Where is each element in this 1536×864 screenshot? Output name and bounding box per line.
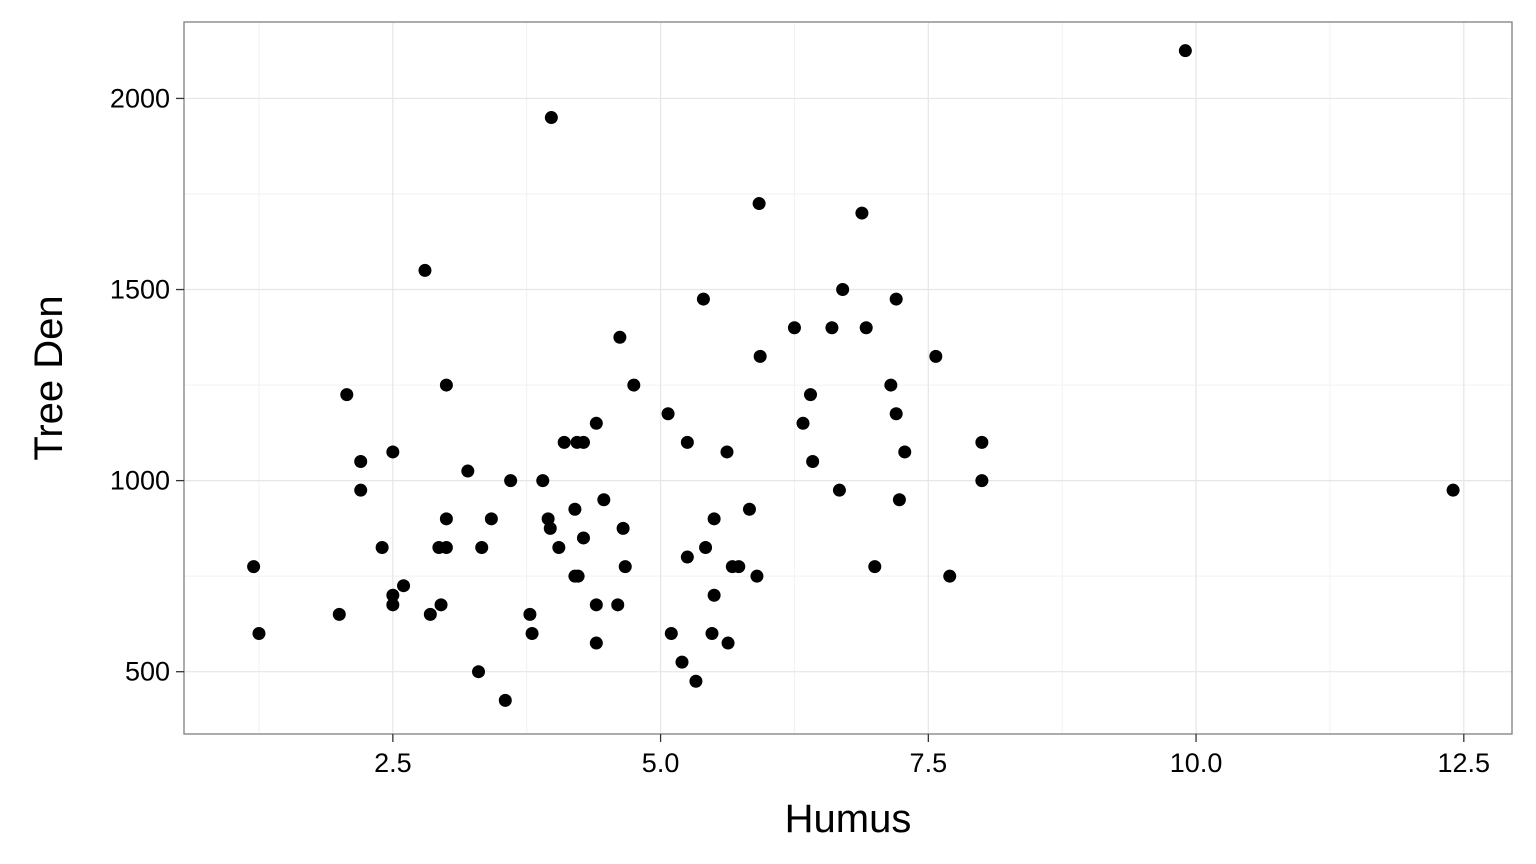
- data-point: [525, 626, 539, 640]
- data-point: [576, 435, 590, 449]
- data-point: [832, 483, 846, 497]
- data-point: [889, 292, 903, 306]
- y-tick-label: 2000: [110, 83, 170, 113]
- data-point: [354, 455, 368, 469]
- plot-panel-border: [183, 21, 1513, 735]
- data-point: [386, 588, 400, 602]
- data-point: [675, 655, 689, 669]
- data-point: [859, 321, 873, 335]
- data-point: [753, 349, 767, 363]
- y-tick-label: 1000: [110, 466, 170, 496]
- data-point: [504, 474, 518, 488]
- data-point: [1178, 44, 1192, 58]
- data-point: [705, 626, 719, 640]
- data-point: [721, 636, 735, 650]
- data-point: [836, 283, 850, 297]
- data-point: [975, 435, 989, 449]
- data-point: [975, 474, 989, 488]
- data-point: [750, 569, 764, 583]
- data-point: [332, 607, 346, 621]
- data-point: [611, 598, 625, 612]
- data-point: [898, 445, 912, 459]
- data-point: [752, 197, 766, 211]
- data-point: [397, 579, 411, 593]
- data-point: [552, 540, 566, 554]
- x-tick-label: 2.5: [374, 748, 412, 778]
- data-point: [484, 512, 498, 526]
- data-point: [943, 569, 957, 583]
- data-point: [589, 416, 603, 430]
- data-point: [354, 483, 368, 497]
- data-point: [613, 330, 627, 344]
- data-point: [461, 464, 475, 478]
- data-point: [439, 378, 453, 392]
- data-point: [536, 474, 550, 488]
- data-point: [825, 321, 839, 335]
- data-point: [597, 493, 611, 507]
- data-point: [707, 512, 721, 526]
- data-point: [544, 111, 558, 125]
- data-point: [386, 445, 400, 459]
- data-point: [475, 540, 489, 554]
- data-point: [884, 378, 898, 392]
- data-point: [434, 598, 448, 612]
- data-point: [589, 598, 603, 612]
- data-point: [742, 502, 756, 516]
- data-point: [472, 665, 486, 679]
- data-point: [707, 588, 721, 602]
- data-point: [576, 531, 590, 545]
- data-point: [340, 388, 354, 402]
- data-point: [498, 693, 512, 707]
- data-point: [868, 560, 882, 574]
- data-point: [732, 560, 746, 574]
- data-point: [661, 407, 675, 421]
- data-point: [892, 493, 906, 507]
- data-point: [796, 416, 810, 430]
- data-point: [855, 206, 869, 220]
- data-point: [889, 407, 903, 421]
- data-point: [806, 455, 820, 469]
- x-tick-label: 5.0: [642, 748, 680, 778]
- data-point: [252, 626, 266, 640]
- data-point: [699, 540, 713, 554]
- data-point: [616, 521, 630, 535]
- data-point: [589, 636, 603, 650]
- data-point: [680, 435, 694, 449]
- data-point: [568, 502, 582, 516]
- data-point: [386, 598, 400, 612]
- data-point: [247, 560, 261, 574]
- data-point: [423, 607, 437, 621]
- data-point: [418, 263, 432, 277]
- data-point: [627, 378, 641, 392]
- data-point: [664, 626, 678, 640]
- data-point: [557, 435, 571, 449]
- data-point: [804, 388, 818, 402]
- data-point: [523, 607, 537, 621]
- data-point: [439, 540, 453, 554]
- x-tick-label: 12.5: [1438, 748, 1491, 778]
- y-axis-title: Tree Den: [27, 295, 71, 460]
- data-point: [571, 569, 585, 583]
- data-point: [720, 445, 734, 459]
- data-point: [618, 560, 632, 574]
- x-axis-title: Humus: [785, 797, 912, 841]
- x-tick-label: 10.0: [1170, 748, 1223, 778]
- data-point: [689, 674, 703, 688]
- y-tick-label: 1500: [110, 275, 170, 305]
- data-point: [1446, 483, 1460, 497]
- x-tick-label: 7.5: [910, 748, 948, 778]
- grid-lines: [184, 22, 1512, 734]
- data-points: [247, 44, 1460, 707]
- data-point: [680, 550, 694, 564]
- data-point: [696, 292, 710, 306]
- data-point: [543, 521, 557, 535]
- data-point: [375, 540, 389, 554]
- y-tick-label: 500: [125, 657, 170, 687]
- data-point: [929, 349, 943, 363]
- axis-ticks: 2.5 5.0 7.5 10.0 12.5 500 1000 1500 2000: [110, 83, 1490, 778]
- data-point: [439, 512, 453, 526]
- data-point: [787, 321, 801, 335]
